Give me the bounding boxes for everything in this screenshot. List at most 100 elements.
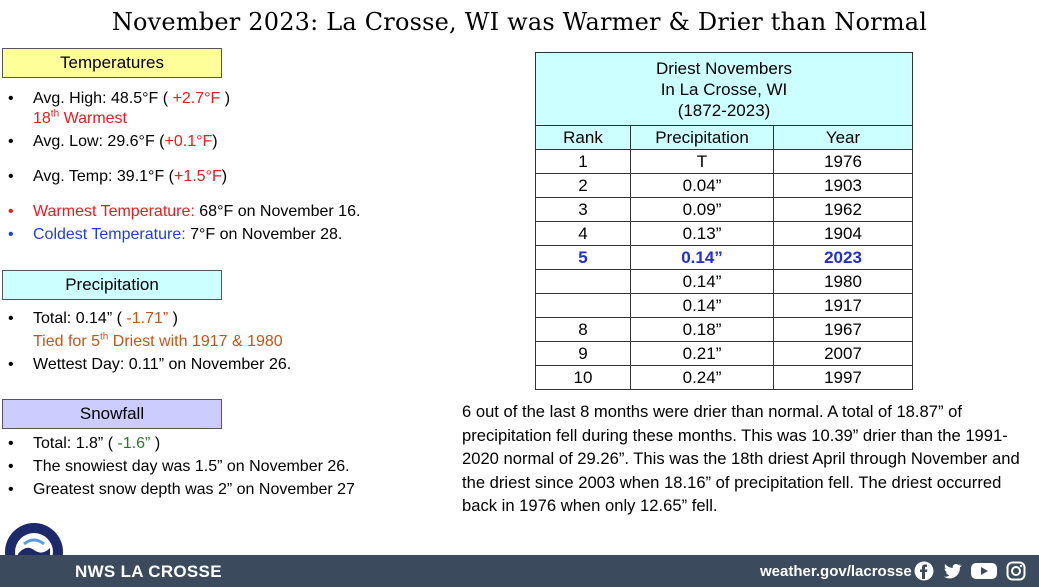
table-title-cell: Driest Novembers In La Crosse, WI (1872-…: [535, 52, 913, 126]
rank-cell: 2: [535, 173, 631, 198]
snowfall-heading: Snowfall: [2, 399, 222, 429]
page-title: November 2023: La Crosse, WI was Warmer …: [111, 8, 928, 36]
table-row: 0.14” 1917: [535, 293, 913, 318]
rank-cell: 8: [535, 317, 631, 342]
table-row: 8 0.18” 1967: [535, 317, 913, 342]
youtube-icon[interactable]: [970, 561, 998, 581]
warm-rank-num: 18: [33, 110, 51, 127]
summary-paragraph: 6 out of the last 8 months were drier th…: [462, 402, 1020, 515]
driest-novembers-table: Driest Novembers In La Crosse, WI (1872-…: [535, 52, 913, 390]
instagram-icon[interactable]: [1006, 561, 1026, 581]
avg-low-item: • Avg. Low: 29.6°F (+0.1°F): [8, 133, 218, 150]
avg-temp-departure: +1.5°F: [173, 168, 222, 185]
avg-temp-close: ): [221, 168, 228, 185]
coldest-label: Coldest Temperature:: [33, 226, 186, 243]
table-row: 4 0.13” 1904: [535, 221, 913, 246]
rank-cell: [535, 269, 631, 294]
tied-sup: th: [100, 331, 109, 343]
warm-rank-sup: th: [50, 108, 60, 120]
avg-high-departure: +2.7°F: [172, 90, 221, 107]
precip-cell: 0.14”: [630, 269, 774, 294]
col-precip-header: Precipitation: [630, 125, 774, 150]
warm-rank-text: Warmest: [59, 110, 127, 127]
table-title-line2: In La Crosse, WI: [660, 79, 788, 99]
table-row: 2 0.04” 1903: [535, 173, 913, 198]
footer-url[interactable]: weather.gov/lacrosse: [760, 563, 912, 580]
warmest-item: • Warmest Temperature: 68°F on November 1…: [8, 203, 361, 220]
table-body: 1 T 1976 2 0.04” 1903 3 0.09” 1962 4 0.13” 1904 5 0.1…: [535, 149, 913, 390]
warmest-value: 68°F on November 16.: [194, 203, 361, 220]
coldest-item: • Coldest Temperature: 7°F on November 28…: [8, 226, 343, 243]
year-cell: 1962: [773, 197, 913, 222]
avg-low-departure: +0.1°F: [164, 133, 213, 150]
precipitation-list: • Total: 0.14” ( -1.71” ) Tied for 5th Dr…: [8, 307, 291, 376]
avg-high-close: ): [220, 90, 231, 107]
snowiest-item: • The snowiest day was 1.5” on November 2…: [8, 458, 350, 475]
table-row: 1 T 1976: [535, 149, 913, 174]
snowfall-list: • Total: 1.8” ( -1.6” ) • The snowiest day…: [8, 432, 355, 501]
table-row: 9 0.21” 2007: [535, 341, 913, 366]
footer-bar: NWS LA CROSSE weather.gov/lacrosse: [0, 555, 1039, 587]
avg-high-label: Avg. High: 48.5°F (: [33, 90, 173, 107]
precip-total-close: ): [168, 310, 178, 327]
temperatures-heading: Temperatures: [2, 48, 222, 78]
snowiest-text: The snowiest day was 1.5” on November 26…: [33, 458, 350, 475]
table-row: 0.14” 1980: [535, 269, 913, 294]
snow-total-label: Total: 1.8” (: [33, 435, 118, 452]
precip-total-label: Total: 0.14” (: [33, 310, 127, 327]
facebook-icon[interactable]: [914, 561, 934, 581]
avg-low-label: Avg. Low: 29.6°F (: [33, 133, 165, 150]
wettest-text: Wettest Day: 0.11” on November 26.: [33, 356, 292, 373]
year-cell: 1976: [773, 149, 913, 174]
tied-pre: Tied for 5: [33, 333, 100, 350]
rank-cell: 3: [535, 197, 631, 222]
col-year-header: Year: [773, 125, 913, 150]
rank-item: 18th Warmest: [8, 107, 360, 130]
precip-total-departure: -1.71”: [126, 310, 169, 327]
tied-item: Tied for 5th Driest with 1917 & 1980: [8, 330, 291, 353]
col-rank-header: Rank: [535, 125, 631, 150]
table-row: 5 0.14” 2023: [535, 245, 913, 270]
coldest-value: 7°F on November 28.: [185, 226, 343, 243]
rank-cell: 9: [535, 341, 631, 366]
table-title-line3: (1872-2023): [677, 100, 771, 120]
rank-cell: [535, 293, 631, 318]
rank-cell: 1: [535, 149, 631, 174]
table-row: 3 0.09” 1962: [535, 197, 913, 222]
year-cell: 1903: [773, 173, 913, 198]
year-cell: 1917: [773, 293, 913, 318]
year-cell: 2007: [773, 341, 913, 366]
year-cell: 1904: [773, 221, 913, 246]
temperatures-list: • Avg. High: 48.5°F ( +2.7°F ) 18th Warme…: [8, 87, 360, 246]
year-cell: 2023: [773, 245, 913, 270]
table-row: 10 0.24” 1997: [535, 365, 913, 390]
year-cell: 1980: [773, 269, 913, 294]
depth-text: Greatest snow depth was 2” on November 2…: [33, 481, 355, 498]
precip-cell: 0.13”: [630, 221, 774, 246]
table-title-line1: Driest Novembers: [655, 58, 793, 78]
precip-cell: 0.14”: [630, 245, 774, 270]
tied-post: Driest with 1917 & 1980: [108, 333, 283, 350]
rank-cell: 4: [535, 221, 631, 246]
precip-cell: 0.09”: [630, 197, 774, 222]
precipitation-heading: Precipitation: [2, 270, 222, 300]
avg-temp-label: Avg. Temp: 39.1°F (: [33, 168, 174, 185]
snow-total-departure: -1.6”: [117, 435, 151, 452]
year-cell: 1967: [773, 317, 913, 342]
year-cell: 1997: [773, 365, 913, 390]
precip-cell: T: [630, 149, 774, 174]
avg-temp-item: • Avg. Temp: 39.1°F (+1.5°F): [8, 168, 228, 185]
precip-total-item: • Total: 0.14” ( -1.71” ): [8, 310, 178, 327]
precip-cell: 0.24”: [630, 365, 774, 390]
twitter-icon[interactable]: [942, 561, 962, 581]
footer-office-name: NWS LA CROSSE: [75, 562, 222, 581]
avg-low-close: ): [212, 133, 218, 150]
precip-cell: 0.21”: [630, 341, 774, 366]
precip-cell: 0.14”: [630, 293, 774, 318]
rank-cell: 10: [535, 365, 631, 390]
wettest-item: • Wettest Day: 0.11” on November 26.: [8, 356, 292, 373]
snow-total-close: ): [150, 435, 161, 452]
precip-cell: 0.04”: [630, 173, 774, 198]
avg-high-item: • Avg. High: 48.5°F ( +2.7°F ): [8, 90, 231, 107]
depth-item: • Greatest snow depth was 2” on November …: [8, 481, 355, 498]
